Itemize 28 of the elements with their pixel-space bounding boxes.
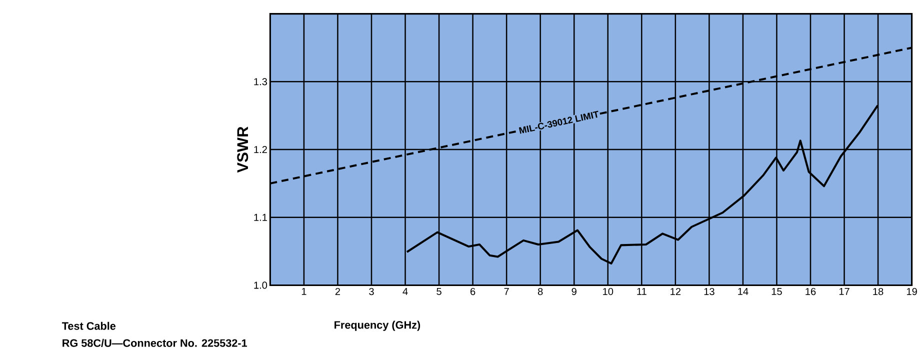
x-tick-label: 16 [806, 288, 816, 296]
text: Test Cable [62, 322, 116, 330]
x-tick-label: 10 [603, 288, 614, 296]
x-tick-label: 6 [470, 288, 476, 296]
x-tick-label: 11 [637, 288, 646, 295]
x-tick-label: 15 [772, 288, 782, 295]
x-tick-label: 4 [402, 288, 408, 295]
y-tick-label: 1.3 [254, 78, 268, 86]
y-tick-label: 1.2 [254, 146, 267, 153]
x-tick-label: 17 [839, 288, 850, 295]
x-tick-label: 19 [906, 288, 917, 296]
x-tick-label: 18 [873, 288, 884, 296]
y-tick-label: 1.1 [254, 214, 267, 221]
x-tick-label: 13 [704, 288, 714, 296]
x-tick-label: 5 [436, 288, 442, 295]
x-axis-title: Frequency (GHz) [334, 320, 420, 331]
y-axis-title: VSWR [237, 126, 248, 173]
x-tick-label: 8 [538, 288, 543, 296]
x-tick-label: 2 [335, 288, 340, 295]
x-tick-label: 9 [572, 288, 576, 296]
y-tick-label: 1.0 [254, 282, 268, 289]
x-tick-label: 12 [670, 288, 681, 295]
text: RG 58C/U—Connector No. 225532-1 [62, 338, 248, 347]
x-tick-label: 14 [738, 288, 748, 295]
x-tick-label: 1 [302, 288, 306, 295]
x-tick-label: 3 [369, 288, 374, 296]
x-tick-label: 7 [504, 288, 509, 295]
line-series [406, 104, 879, 264]
